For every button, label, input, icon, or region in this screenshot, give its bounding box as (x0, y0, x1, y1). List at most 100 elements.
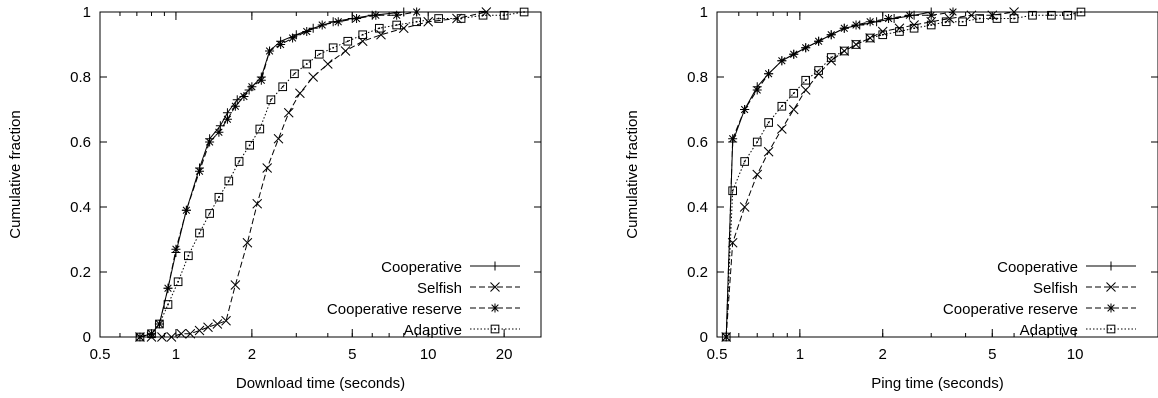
data-point (763, 146, 774, 157)
data-point-dot (503, 14, 505, 17)
legend-label: Selfish (1033, 280, 1078, 297)
series-selfish (721, 7, 1019, 342)
data-point (302, 27, 312, 36)
data-point (302, 59, 312, 69)
data-point-dot (743, 160, 746, 163)
data-point (740, 157, 749, 166)
legend-marker (490, 261, 500, 271)
x-tick-label: 0.5 (90, 346, 111, 363)
legend-entry-cooperative: Cooperative (381, 259, 520, 276)
data-point-dot (869, 37, 871, 39)
data-point (958, 17, 967, 27)
legend-entry-cooperative-reserve: Cooperative reserve (327, 301, 520, 318)
legend-label: Cooperative reserve (327, 301, 462, 318)
data-point-dot (945, 20, 947, 23)
data-point (273, 133, 284, 144)
data-point-dot (378, 27, 381, 30)
data-point-dot (150, 332, 153, 335)
data-point (230, 101, 240, 111)
data-point-dot (1050, 14, 1053, 17)
data-point (317, 20, 327, 30)
x-tick-label: 5 (988, 346, 996, 363)
data-point (308, 72, 319, 82)
y-tick-label: 0 (700, 329, 708, 346)
data-point (245, 140, 254, 150)
y-axis-label: Cumulative fraction (7, 110, 24, 238)
data-point (423, 16, 434, 27)
plot-frame (716, 11, 1158, 338)
data-point (948, 7, 958, 17)
data-point (788, 104, 799, 115)
data-point-dot (767, 121, 770, 124)
data-point (789, 88, 799, 98)
data-point (255, 124, 265, 134)
data-point (904, 10, 914, 20)
legend-marker (1106, 282, 1116, 292)
data-point (865, 33, 875, 43)
data-point (278, 82, 288, 92)
data-point-dot (318, 53, 321, 56)
data-point-dot (1066, 14, 1069, 17)
data-point (1063, 10, 1073, 20)
data-point (813, 68, 824, 79)
data-point (205, 209, 214, 218)
data-point-dot (978, 17, 981, 20)
legend-label: Selfish (417, 280, 462, 297)
y-tick-label: 0.2 (70, 264, 91, 281)
data-point (752, 169, 763, 180)
data-point (242, 237, 253, 248)
series-line-cooperative-reserve (725, 11, 954, 338)
data-point-dot (725, 336, 728, 338)
data-point (163, 283, 173, 293)
legend: Cooperative Selfish Cooperative reserve Ada… (327, 259, 520, 339)
data-point-dot (248, 144, 251, 147)
data-point (878, 30, 888, 40)
data-point (1028, 10, 1037, 20)
series-line-selfish (139, 11, 487, 338)
data-point-dot (270, 98, 272, 101)
data-point (764, 69, 774, 79)
data-point (789, 49, 799, 59)
data-point (195, 166, 205, 176)
data-point (926, 10, 936, 20)
legend-marker (490, 303, 500, 313)
data-point (877, 26, 888, 37)
data-point (262, 163, 273, 173)
data-point (801, 43, 811, 53)
data-point (295, 88, 305, 99)
x-tick-label: 20 (496, 346, 513, 363)
data-point (358, 30, 368, 40)
data-point (519, 7, 529, 17)
data-point (740, 105, 750, 114)
data-point (851, 40, 861, 49)
data-point (941, 17, 951, 27)
data-point (314, 49, 324, 59)
legend-entry-selfish: Selfish (1033, 280, 1136, 297)
series-cooperative (135, 7, 409, 342)
data-point (412, 7, 422, 17)
data-point (266, 95, 276, 105)
x-tick-label: 2 (248, 346, 256, 363)
data-point-dot (961, 20, 964, 23)
data-point (739, 202, 750, 212)
y-axis-label: Cumulative fraction (624, 110, 641, 238)
data-point (288, 33, 298, 43)
data-point (776, 124, 787, 134)
legend: Cooperative Selfish Cooperative reserve Ada… (943, 259, 1136, 339)
data-point-dot (482, 14, 484, 17)
data-point (826, 55, 837, 66)
data-point (478, 10, 488, 20)
data-point (399, 7, 409, 17)
data-point-dot (346, 40, 349, 43)
y-tick-label: 1 (700, 4, 708, 21)
y-tick-label: 0.4 (70, 199, 91, 216)
data-point-dot (913, 27, 915, 30)
data-point (752, 137, 762, 147)
data-point (163, 300, 173, 309)
x-tick-label: 5 (348, 346, 356, 363)
legend-marker-dot (494, 328, 496, 330)
x-tick-label: 10 (1067, 346, 1084, 363)
y-tick-label: 1 (83, 4, 91, 21)
legend-entry-cooperative-reserve: Cooperative reserve (943, 301, 1136, 318)
data-point (839, 23, 849, 33)
